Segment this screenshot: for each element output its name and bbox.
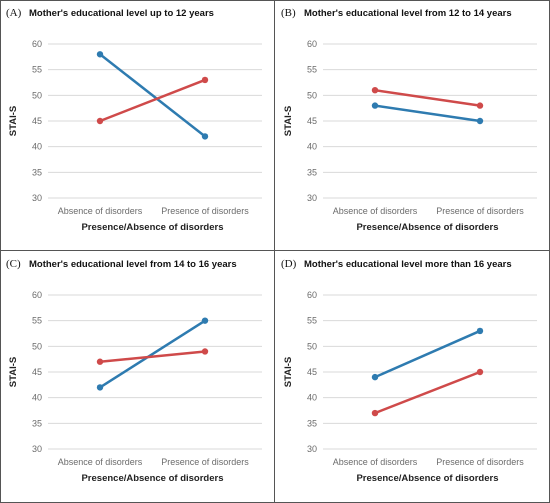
chart-a: (A) Mother's educational level up to 12 … <box>6 7 262 233</box>
x-axis-label: Presence/Absence of disorders <box>356 473 498 484</box>
y-tick-label: 50 <box>32 90 42 100</box>
y-axis-label: STAI-S <box>8 357 19 387</box>
chart-title: Mother's educational level up to 12 year… <box>29 8 214 19</box>
chart-b: (B) Mother's educational level from 12 t… <box>281 7 537 233</box>
y-axis-ticks: 30 35 40 45 50 55 60 <box>307 290 317 454</box>
y-tick-label: 35 <box>307 167 317 177</box>
data-point <box>96 358 104 365</box>
data-point <box>371 409 379 417</box>
y-tick-label: 50 <box>32 341 42 351</box>
y-tick-label: 50 <box>307 90 317 100</box>
y-tick-label: 40 <box>307 142 317 152</box>
gridlines <box>48 294 262 450</box>
chart-d: (D) Mother's educational level more than… <box>281 258 537 484</box>
panel-label: (B) <box>281 7 296 19</box>
y-tick-label: 45 <box>307 367 317 377</box>
chart-title: Mother's educational level from 12 to 14… <box>304 8 512 19</box>
y-tick-label: 30 <box>32 444 42 454</box>
data-point <box>201 317 209 324</box>
y-tick-label: 45 <box>32 367 42 377</box>
y-axis-label: STAI-S <box>8 106 19 136</box>
y-tick-label: 35 <box>32 418 42 428</box>
y-tick-label: 40 <box>32 393 42 403</box>
y-tick-label: 60 <box>307 39 317 49</box>
y-tick-label: 60 <box>32 290 42 300</box>
gridlines <box>323 294 537 450</box>
y-axis-label: STAI-S <box>283 357 294 387</box>
x-tick-label: Presence of disorders <box>436 206 524 216</box>
panel-b: (B) Mother's educational level from 12 t… <box>275 0 549 250</box>
panel-c: (C) Mother's educational level from 14 t… <box>0 251 274 501</box>
y-tick-label: 40 <box>32 142 42 152</box>
vertical-divider <box>274 0 275 503</box>
y-tick-label: 60 <box>307 290 317 300</box>
y-tick-label: 45 <box>32 116 42 126</box>
data-point <box>371 373 379 381</box>
data-point <box>476 327 484 335</box>
y-axis-ticks: 30 35 40 45 50 55 60 <box>32 39 42 203</box>
y-tick-label: 30 <box>307 444 317 454</box>
x-axis-label: Presence/Absence of disorders <box>81 473 223 484</box>
y-axis-ticks: 30 35 40 45 50 55 60 <box>307 39 317 203</box>
data-point <box>371 102 379 109</box>
y-tick-label: 30 <box>307 193 317 203</box>
chart-c: (C) Mother's educational level from 14 t… <box>6 258 262 484</box>
series-line-1 <box>373 104 482 123</box>
data-point <box>476 102 484 109</box>
chart-title: Mother's educational level from 14 to 16… <box>29 259 237 270</box>
x-tick-label: Absence of disorders <box>58 457 143 467</box>
data-point <box>201 348 209 355</box>
series-group <box>371 327 484 417</box>
data-point <box>476 117 484 125</box>
y-tick-label: 50 <box>307 341 317 351</box>
y-tick-label: 35 <box>32 167 42 177</box>
series-line-2 <box>98 350 207 363</box>
chart-title: Mother's educational level more than 16 … <box>304 259 512 270</box>
series-line-1 <box>373 329 482 379</box>
panel-label: (D) <box>281 258 297 270</box>
y-tick-label: 35 <box>307 418 317 428</box>
panel-label: (A) <box>6 7 22 19</box>
x-tick-label: Absence of disorders <box>58 206 143 216</box>
x-axis-label: Presence/Absence of disorders <box>81 222 223 233</box>
y-tick-label: 55 <box>32 316 42 326</box>
gridlines <box>323 43 537 199</box>
y-tick-label: 55 <box>32 65 42 75</box>
data-point <box>96 384 104 391</box>
y-tick-label: 55 <box>307 65 317 75</box>
y-axis-label: STAI-S <box>283 106 294 136</box>
data-point <box>371 87 379 94</box>
y-tick-label: 40 <box>307 393 317 403</box>
series-group <box>371 87 484 125</box>
series-line-2 <box>373 88 482 107</box>
y-axis-ticks: 30 35 40 45 50 55 60 <box>32 290 42 454</box>
data-point <box>201 133 209 140</box>
y-tick-label: 45 <box>307 116 317 126</box>
x-tick-label: Presence of disorders <box>161 457 249 467</box>
panel-d: (D) Mother's educational level more than… <box>275 251 549 501</box>
series-line-2 <box>373 370 482 415</box>
y-tick-label: 55 <box>307 316 317 326</box>
data-point <box>96 51 104 58</box>
panel-a: (A) Mother's educational level up to 12 … <box>0 0 274 250</box>
series-line-1 <box>98 319 207 389</box>
x-axis-label: Presence/Absence of disorders <box>356 222 498 233</box>
series-line-1 <box>98 53 207 138</box>
data-point <box>476 368 484 376</box>
panel-label: (C) <box>6 258 21 270</box>
y-tick-label: 60 <box>32 39 42 49</box>
series-group <box>96 51 209 140</box>
x-tick-label: Absence of disorders <box>333 206 418 216</box>
series-line-2 <box>98 78 207 123</box>
series-group <box>96 317 209 391</box>
data-point <box>201 76 209 84</box>
data-point <box>96 117 104 125</box>
x-tick-label: Presence of disorders <box>436 457 524 467</box>
x-tick-label: Absence of disorders <box>333 457 418 467</box>
gridlines <box>48 43 262 199</box>
x-tick-label: Presence of disorders <box>161 206 249 216</box>
horizontal-divider <box>0 250 550 251</box>
y-tick-label: 30 <box>32 193 42 203</box>
